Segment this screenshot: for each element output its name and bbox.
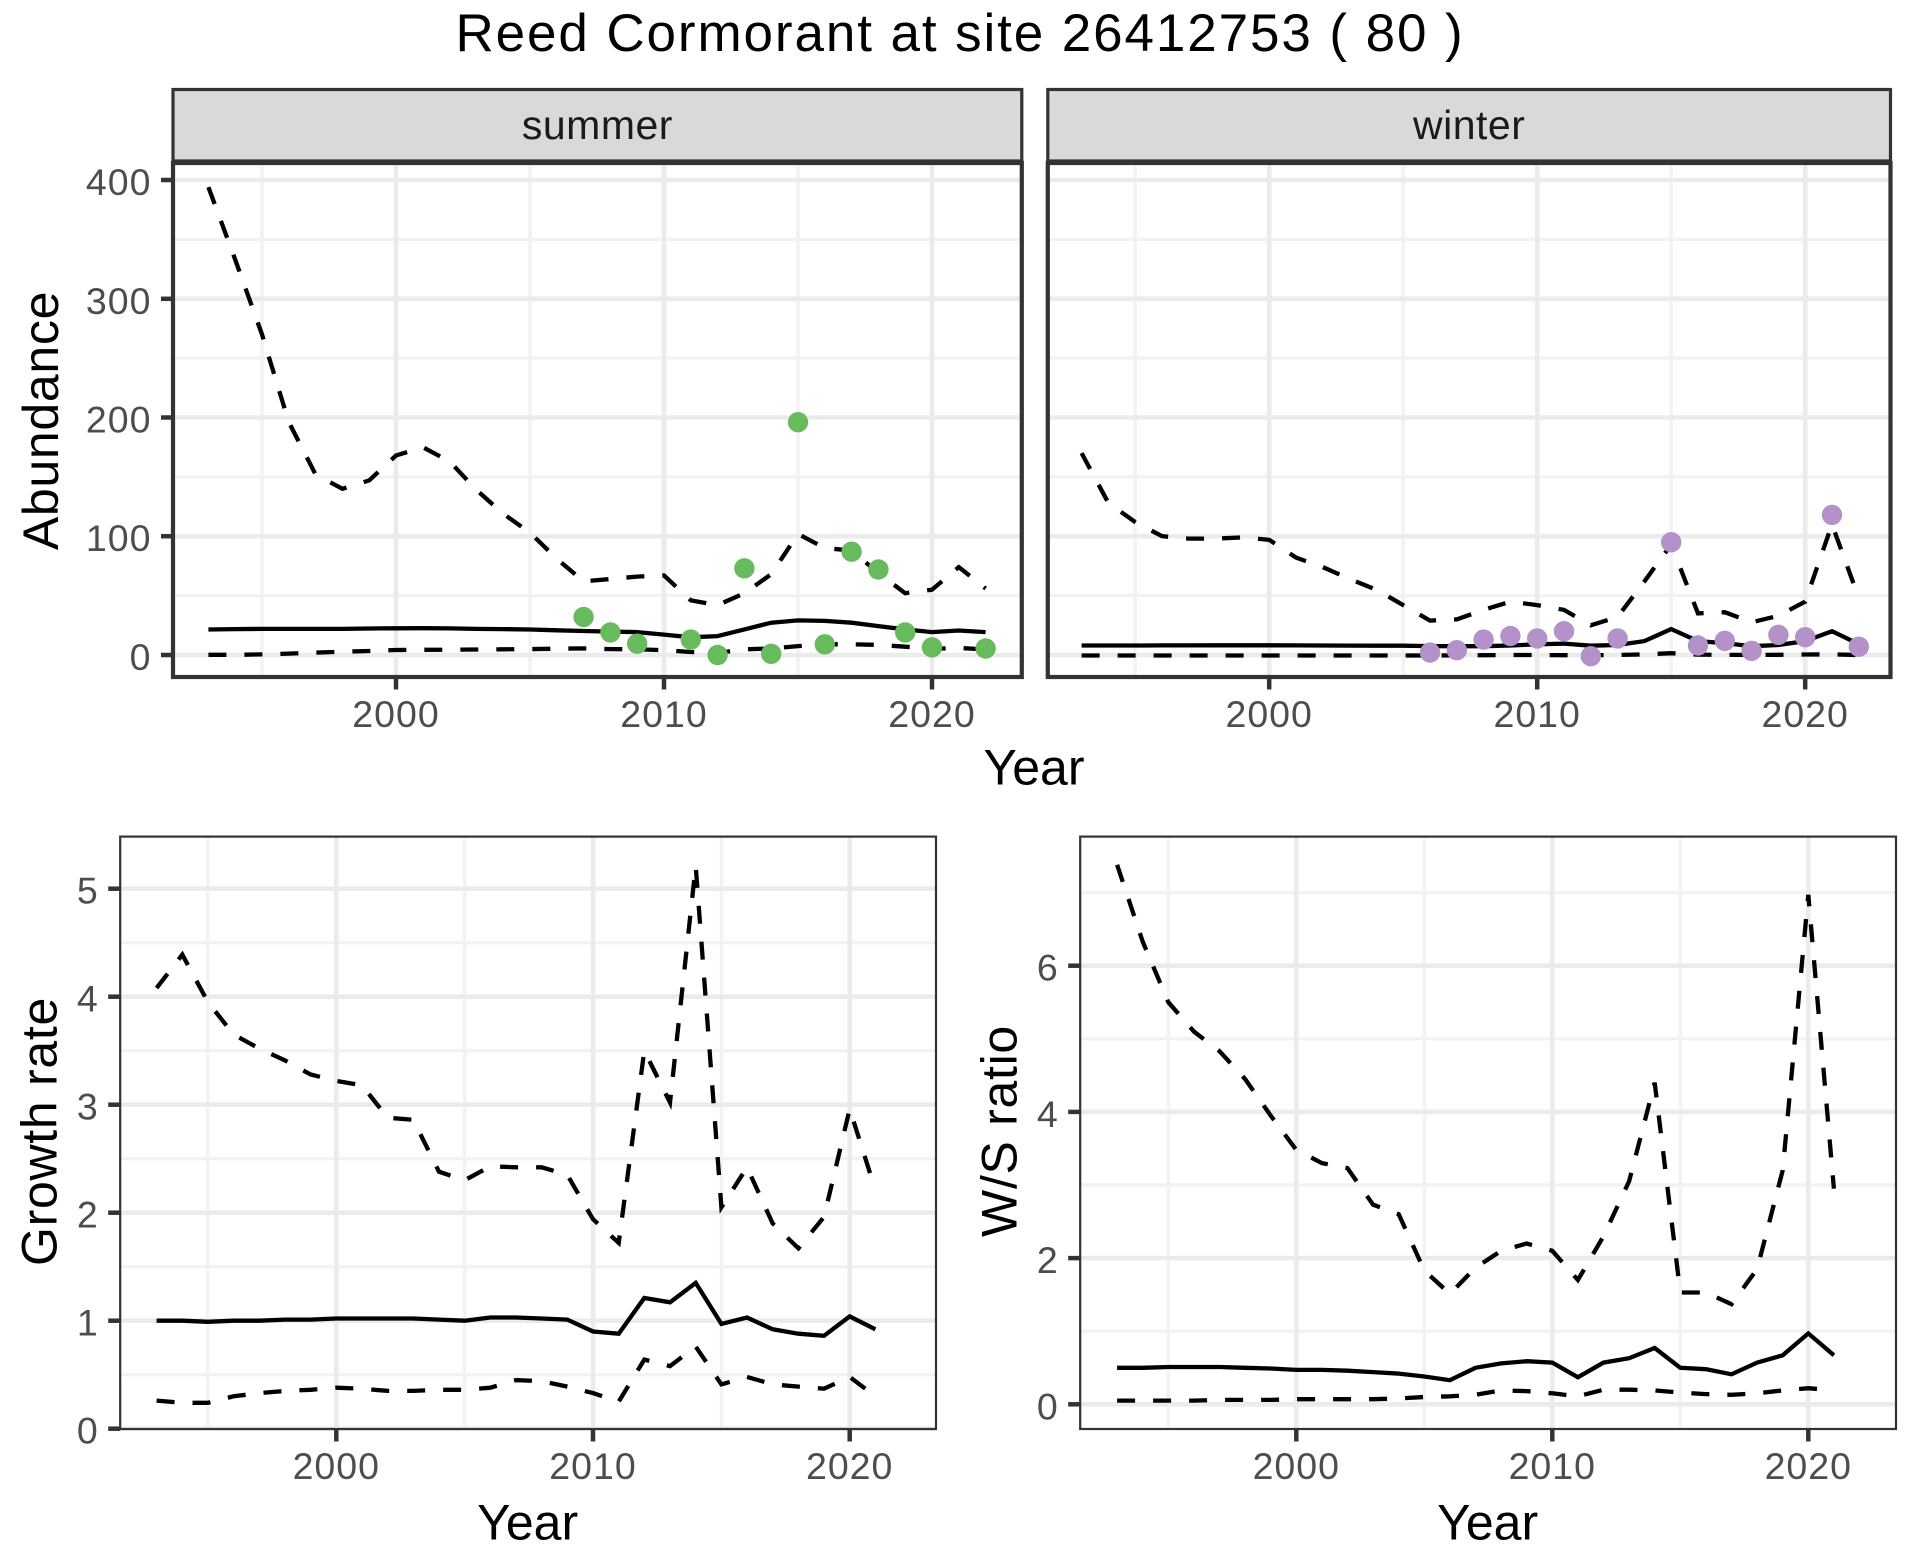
svg-text:2000: 2000 [293, 1445, 380, 1487]
svg-text:2020: 2020 [1765, 1445, 1852, 1487]
svg-text:0: 0 [77, 1410, 99, 1452]
svg-text:Abundance: Abundance [13, 291, 69, 550]
svg-text:summer: summer [522, 102, 673, 148]
svg-text:2000: 2000 [1225, 693, 1312, 735]
svg-text:1: 1 [77, 1302, 99, 1344]
svg-text:5: 5 [77, 870, 99, 912]
svg-text:2020: 2020 [1761, 693, 1848, 735]
svg-text:Year: Year [477, 1495, 578, 1551]
svg-text:6: 6 [1037, 947, 1059, 989]
svg-text:W/S ratio: W/S ratio [972, 1025, 1028, 1237]
svg-text:0: 0 [130, 636, 152, 678]
svg-text:Year: Year [1437, 1495, 1538, 1551]
svg-text:100: 100 [86, 517, 152, 559]
svg-text:2020: 2020 [806, 1445, 893, 1487]
svg-text:winter: winter [1412, 102, 1525, 148]
svg-text:2010: 2010 [1509, 1445, 1596, 1487]
svg-text:2: 2 [77, 1194, 99, 1236]
svg-text:200: 200 [86, 399, 152, 441]
svg-text:2020: 2020 [888, 693, 975, 735]
svg-text:400: 400 [86, 161, 152, 203]
svg-text:4: 4 [77, 978, 99, 1020]
svg-text:300: 300 [86, 280, 152, 322]
svg-text:Growth rate: Growth rate [12, 997, 68, 1266]
svg-text:2000: 2000 [352, 693, 439, 735]
svg-text:2: 2 [1037, 1239, 1059, 1281]
svg-text:2010: 2010 [620, 693, 707, 735]
svg-text:2000: 2000 [1253, 1445, 1340, 1487]
svg-text:0: 0 [1037, 1385, 1059, 1427]
svg-text:3: 3 [77, 1086, 99, 1128]
svg-text:2010: 2010 [549, 1445, 636, 1487]
svg-text:2010: 2010 [1493, 693, 1580, 735]
svg-text:Year: Year [983, 740, 1084, 796]
svg-text:4: 4 [1037, 1093, 1059, 1135]
svg-text:Reed Cormorant at site 2641275: Reed Cormorant at site 26412753 ( 80 ) [455, 4, 1464, 63]
